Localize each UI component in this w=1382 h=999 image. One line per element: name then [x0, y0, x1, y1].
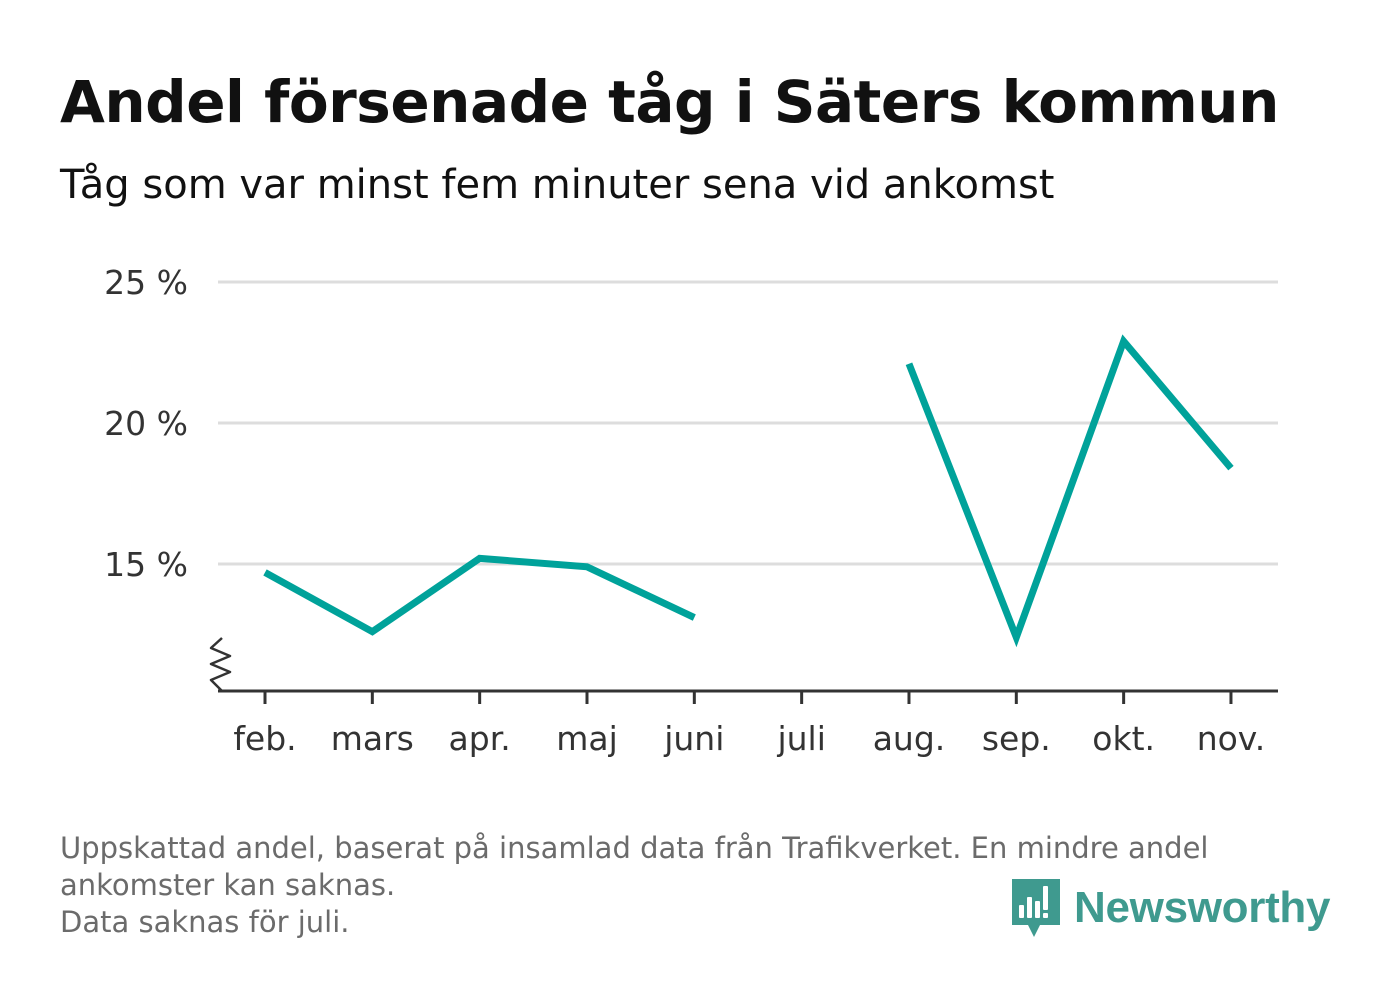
- x-tick-label: sep.: [982, 719, 1051, 758]
- x-tick-label: okt.: [1092, 719, 1155, 758]
- x-tick-layer: feb. mars apr. maj juni juli aug. sep. okt. nov.: [233, 691, 1265, 758]
- footnote-line: ankomster kan saknas.: [60, 868, 396, 902]
- series-layer: [263, 334, 1234, 648]
- series-line: [905, 334, 1234, 648]
- x-tick-label: feb.: [233, 719, 296, 758]
- x-tick-label: mars: [331, 719, 414, 758]
- y-axis-break-icon: [209, 637, 232, 692]
- logo-text: Newsworthy: [1074, 883, 1331, 932]
- newsworthy-logo: Newsworthy: [1010, 876, 1330, 940]
- x-tick-label: nov.: [1197, 719, 1266, 758]
- newsworthy-logo-icon: [1012, 879, 1060, 937]
- y-tick-label: 15 %: [104, 545, 188, 584]
- x-tick-label: aug.: [873, 719, 946, 758]
- x-tick-label: juni: [663, 719, 724, 758]
- y-tick-label: 20 %: [104, 404, 188, 443]
- series-line: [263, 554, 696, 636]
- axis-layer: [209, 637, 1278, 693]
- footnote-line: Data saknas för juli.: [60, 905, 350, 939]
- x-tick-label: apr.: [449, 719, 511, 758]
- footnote: Uppskattad andel, baserat på insamlad da…: [60, 830, 1320, 941]
- grid-layer: 15 % 20 % 25 %: [104, 263, 1278, 584]
- y-tick-label: 25 %: [104, 263, 188, 302]
- x-tick-label: juli: [776, 719, 825, 758]
- chart-title: Andel försenade tåg i Säters kommun: [60, 68, 1279, 136]
- x-tick-label: maj: [556, 719, 618, 758]
- footnote-line: Uppskattad andel, baserat på insamlad da…: [60, 831, 1209, 865]
- chart-subtitle: Tåg som var minst fem minuter sena vid a…: [60, 162, 1055, 208]
